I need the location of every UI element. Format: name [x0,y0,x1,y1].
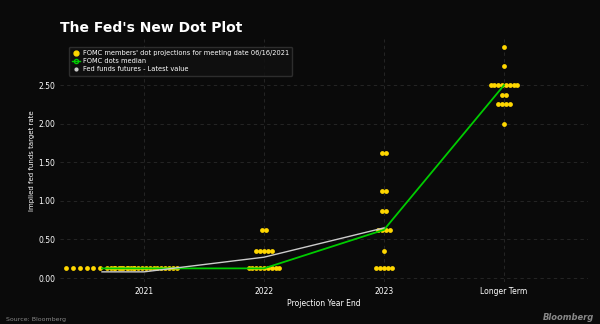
Point [122,266,131,271]
Point [501,92,511,98]
Point [251,249,261,254]
Point [381,208,391,213]
Point [486,83,496,88]
Point [377,189,387,194]
Point [68,266,77,271]
Point [497,92,507,98]
Point [259,249,269,254]
Point [137,266,147,271]
Point [383,266,392,271]
Point [114,266,124,271]
Point [385,227,395,232]
Point [499,121,509,126]
Point [160,266,170,271]
Point [263,266,272,271]
Point [116,266,125,271]
Point [130,266,139,271]
Point [497,83,507,88]
Point [75,266,85,271]
Point [82,266,91,271]
Point [501,83,511,88]
Point [509,83,518,88]
Point [157,266,166,271]
Point [164,266,174,271]
Point [261,227,271,232]
Point [499,44,509,49]
Point [141,266,151,271]
Point [110,266,120,271]
Point [168,266,178,271]
Point [379,249,389,254]
Point [377,227,387,232]
Point [109,266,119,271]
Point [381,227,391,232]
Point [499,63,509,68]
Point [377,208,387,213]
Point [172,266,181,271]
Point [123,266,133,271]
Point [257,227,267,232]
Point [493,102,503,107]
Text: Bloomberg: Bloomberg [543,313,594,322]
Text: Source: Bloomberg: Source: Bloomberg [6,318,66,322]
Point [130,266,139,271]
Point [145,266,155,271]
Point [126,266,136,271]
Point [501,102,511,107]
Point [381,150,391,155]
Point [133,266,143,271]
Point [251,266,261,271]
Point [152,266,162,271]
Point [497,102,507,107]
Point [505,83,515,88]
Text: The Fed's New Dot Plot: The Fed's New Dot Plot [60,21,242,35]
Y-axis label: Implied fed funds target rate: Implied fed funds target rate [29,110,35,211]
Point [490,83,499,88]
Point [377,150,387,155]
X-axis label: Projection Year End: Projection Year End [287,298,361,307]
Point [371,266,381,271]
Point [149,266,158,271]
Point [107,266,116,271]
Point [505,102,515,107]
Point [256,266,265,271]
Point [379,266,389,271]
Point [263,249,272,254]
Point [376,266,385,271]
Point [61,266,71,271]
Point [267,249,277,254]
Point [493,83,503,88]
Point [381,189,391,194]
Point [259,266,269,271]
Point [248,266,257,271]
Legend: FOMC members' dot projections for meeting date 06/16/2021, FOMC dots median, Fed: FOMC members' dot projections for meetin… [68,47,292,76]
Point [102,266,112,271]
Point [244,266,253,271]
Point [512,83,522,88]
Point [267,266,277,271]
Point [373,227,383,232]
Point [387,266,397,271]
Point [118,266,128,271]
Point [271,266,280,271]
Point [95,266,105,271]
Point [89,266,98,271]
Point [275,266,284,271]
Point [256,249,265,254]
